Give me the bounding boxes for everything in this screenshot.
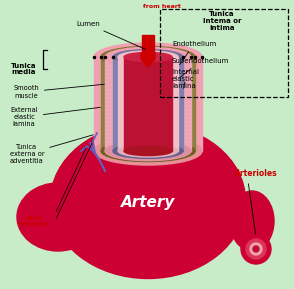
Ellipse shape bbox=[101, 140, 195, 162]
Ellipse shape bbox=[105, 47, 191, 67]
Bar bbox=[101, 57, 195, 151]
Circle shape bbox=[253, 246, 259, 252]
Text: External
elastic
lamina: External elastic lamina bbox=[10, 107, 100, 127]
Ellipse shape bbox=[230, 191, 274, 251]
Text: Internal
elastic
lamina: Internal elastic lamina bbox=[172, 69, 199, 89]
Ellipse shape bbox=[118, 145, 178, 157]
Text: Subendothelium: Subendothelium bbox=[172, 58, 229, 77]
Ellipse shape bbox=[94, 137, 202, 165]
Bar bbox=[142, 35, 154, 53]
Bar bbox=[118, 57, 178, 151]
Text: Lumen: Lumen bbox=[76, 21, 146, 49]
FancyArrow shape bbox=[141, 53, 155, 67]
Bar bbox=[94, 57, 202, 151]
Text: from heart: from heart bbox=[143, 4, 181, 9]
Ellipse shape bbox=[51, 123, 245, 279]
Ellipse shape bbox=[105, 141, 191, 161]
Text: Smooth
muscle: Smooth muscle bbox=[13, 84, 104, 99]
Text: Vasa
vasorum: Vasa vasorum bbox=[18, 214, 50, 227]
Ellipse shape bbox=[94, 43, 202, 71]
Ellipse shape bbox=[124, 147, 172, 155]
Ellipse shape bbox=[118, 51, 178, 63]
Text: Artery: Artery bbox=[121, 195, 175, 210]
Text: Arterioles: Arterioles bbox=[235, 170, 278, 179]
Ellipse shape bbox=[17, 183, 99, 251]
Circle shape bbox=[241, 234, 271, 264]
Circle shape bbox=[250, 243, 262, 255]
Bar bbox=[124, 57, 172, 151]
Ellipse shape bbox=[124, 52, 172, 62]
Circle shape bbox=[246, 239, 266, 259]
Text: Tunica
Intema or
intima: Tunica Intema or intima bbox=[203, 11, 241, 31]
Ellipse shape bbox=[113, 144, 183, 158]
Text: Tunica
externa or
adventitia: Tunica externa or adventitia bbox=[10, 135, 93, 164]
Text: Tunica
media: Tunica media bbox=[11, 62, 37, 75]
Bar bbox=[113, 57, 183, 151]
Bar bbox=[105, 57, 191, 151]
Text: Endothelium: Endothelium bbox=[172, 41, 216, 65]
Ellipse shape bbox=[101, 47, 195, 68]
Ellipse shape bbox=[113, 50, 183, 64]
